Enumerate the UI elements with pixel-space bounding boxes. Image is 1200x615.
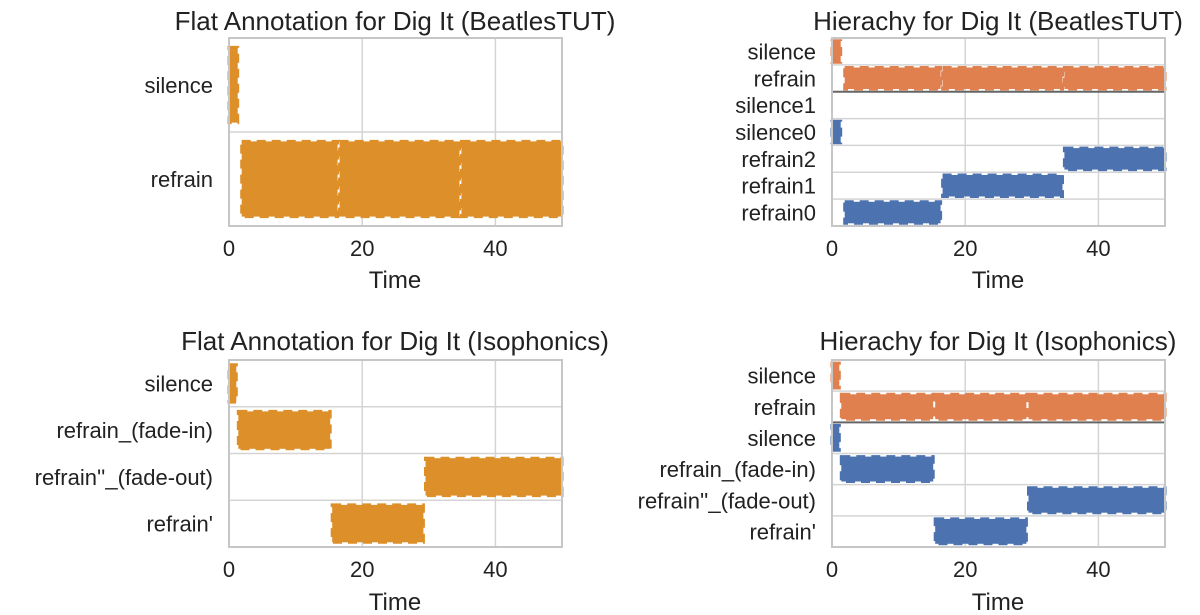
plot-frame bbox=[831, 359, 1166, 548]
segment-bar bbox=[933, 517, 1028, 546]
x-tick-label: 40 bbox=[1086, 557, 1110, 582]
x-tick-label: 0 bbox=[223, 236, 235, 261]
segment-bar bbox=[830, 119, 843, 145]
flat-isophonics-chart: Flat Annotation for Dig It (Isophonics) … bbox=[35, 326, 609, 615]
y-tick-label: refrain''_(fade-out) bbox=[35, 465, 213, 490]
segment-bar bbox=[227, 363, 238, 404]
y-tick-label: silence bbox=[748, 364, 816, 389]
hierarchy-beatlestut-chart: Hierachy for Dig It (BeatlesTUT) silence… bbox=[735, 6, 1183, 294]
segment-bar bbox=[240, 139, 340, 219]
segment-bar bbox=[830, 423, 841, 452]
segment-bar bbox=[941, 173, 1064, 198]
y-tick-label: refrain_(fade-in) bbox=[659, 457, 816, 482]
segment-bar bbox=[843, 66, 943, 91]
segment-bar bbox=[830, 39, 843, 64]
y-tick-label: silence1 bbox=[735, 93, 816, 118]
x-axis-label: Time bbox=[369, 267, 421, 294]
y-tick-label: refrain bbox=[151, 167, 213, 192]
plot-frame bbox=[228, 359, 563, 548]
x-tick-label: 20 bbox=[953, 236, 977, 261]
y-tick-label: refrain2 bbox=[741, 147, 816, 172]
x-axis-label: Time bbox=[369, 589, 421, 615]
y-tick-label: refrain1 bbox=[741, 174, 816, 199]
plot-frame bbox=[831, 37, 1166, 227]
segment-bar bbox=[1027, 486, 1167, 515]
chart-title: Hierachy for Dig It (BeatlesTUT) bbox=[813, 6, 1183, 36]
x-tick-label: 20 bbox=[350, 557, 374, 582]
x-tick-label: 20 bbox=[350, 236, 374, 261]
x-tick-label: 0 bbox=[826, 557, 838, 582]
segment-bar bbox=[227, 45, 240, 125]
y-tick-label: refrain bbox=[754, 395, 816, 420]
flat-beatlestut-chart: Flat Annotation for Dig It (BeatlesTUT) … bbox=[145, 6, 616, 294]
segment-bar bbox=[1027, 392, 1167, 421]
segment-bar bbox=[1062, 146, 1167, 172]
chart-title: Hierachy for Dig It (Isophonics) bbox=[820, 326, 1177, 356]
x-tick-label: 0 bbox=[826, 236, 838, 261]
segment-bar bbox=[236, 409, 332, 451]
y-tick-label: silence bbox=[748, 426, 816, 451]
x-tick-label: 40 bbox=[483, 236, 507, 261]
x-tick-label: 40 bbox=[483, 557, 507, 582]
x-tick-label: 20 bbox=[953, 557, 977, 582]
y-tick-label: silence bbox=[145, 73, 213, 98]
hierarchy-isophonics-chart: Hierachy for Dig It (Isophonics) silence… bbox=[638, 326, 1177, 615]
segment-bar bbox=[839, 392, 935, 421]
segment-bar bbox=[1062, 66, 1167, 91]
x-tick-label: 0 bbox=[223, 557, 235, 582]
y-tick-label: refrain bbox=[754, 66, 816, 91]
segment-bar bbox=[843, 200, 943, 225]
y-tick-label: silence0 bbox=[735, 120, 816, 145]
segment-bar bbox=[459, 139, 564, 219]
x-axis-label: Time bbox=[972, 267, 1024, 294]
y-tick-label: refrain_(fade-in) bbox=[56, 418, 213, 443]
segment-bar bbox=[330, 503, 425, 544]
y-tick-label: refrain0 bbox=[741, 201, 816, 226]
chart-title: Flat Annotation for Dig It (Isophonics) bbox=[181, 326, 609, 356]
x-tick-label: 40 bbox=[1086, 236, 1110, 261]
y-tick-label: refrain' bbox=[146, 512, 213, 537]
y-tick-label: refrain''_(fade-out) bbox=[638, 488, 816, 513]
y-tick-label: silence bbox=[145, 371, 213, 396]
segment-bar bbox=[941, 66, 1064, 91]
segment-bar bbox=[830, 361, 841, 390]
segment-bar bbox=[424, 456, 564, 498]
segment-bar bbox=[338, 139, 462, 219]
plot-frame bbox=[228, 37, 563, 227]
chart-title: Flat Annotation for Dig It (BeatlesTUT) bbox=[175, 6, 616, 36]
segment-bar bbox=[933, 392, 1028, 421]
y-tick-label: silence bbox=[748, 39, 816, 64]
x-axis-label: Time bbox=[972, 589, 1024, 615]
y-tick-label: refrain' bbox=[749, 519, 816, 544]
segment-bar bbox=[839, 455, 935, 484]
